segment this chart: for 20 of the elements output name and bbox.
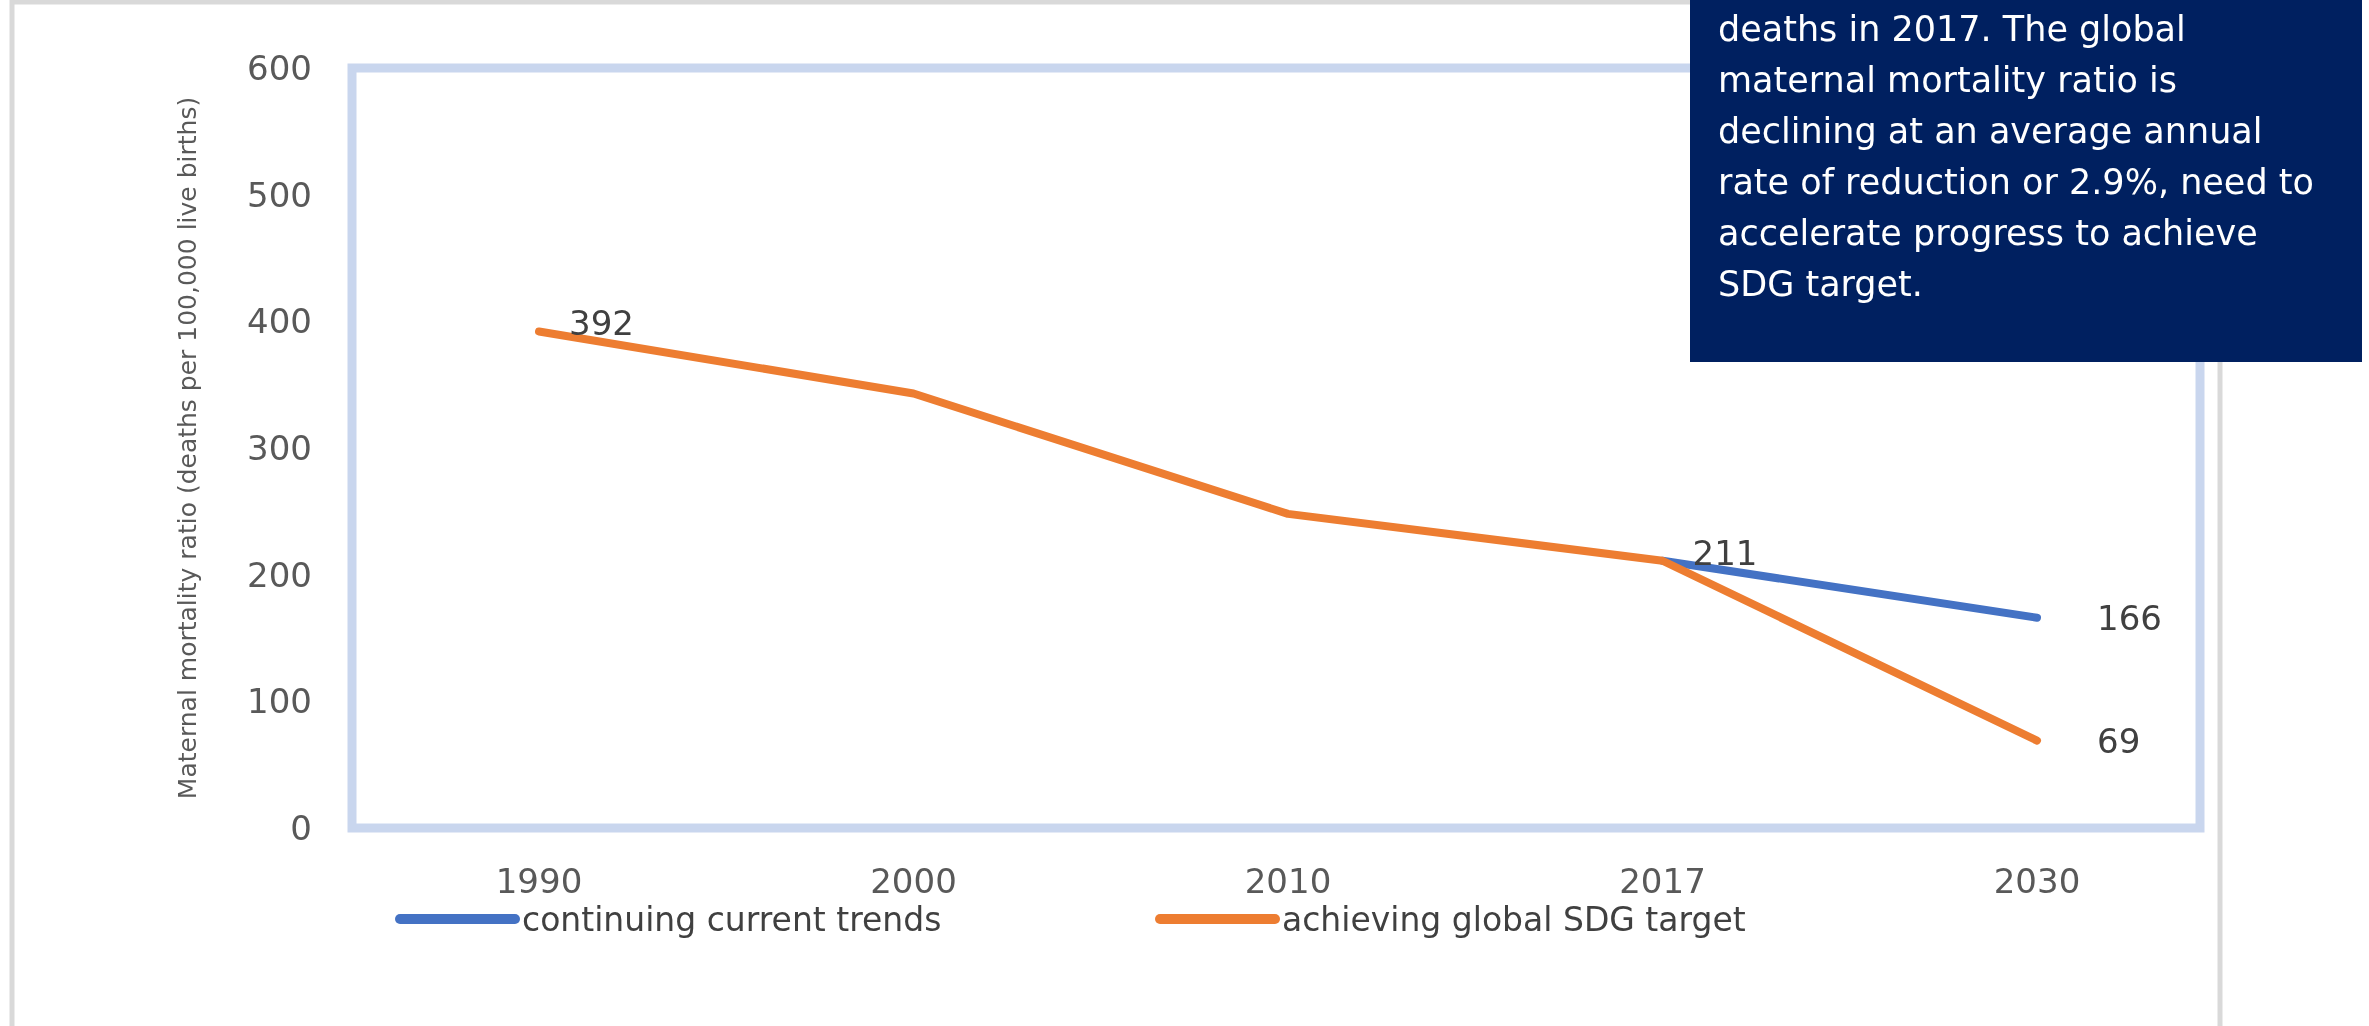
- data-label: 166: [2097, 597, 2162, 638]
- x-tick-label: 2000: [870, 861, 957, 901]
- y-tick-label: 0: [290, 807, 312, 848]
- y-axis-title: Maternal mortality ratio (deaths per 100,000 live births): [173, 96, 202, 800]
- x-tick-label: 2010: [1244, 861, 1332, 901]
- y-tick-label: 300: [247, 427, 312, 468]
- data-label: 211: [1692, 532, 1758, 573]
- y-tick-label: 500: [247, 174, 312, 215]
- data-label: 392: [569, 303, 634, 344]
- legend-label: continuing current trends: [522, 899, 942, 939]
- x-tick-label: 2030: [1993, 861, 2081, 901]
- data-label: 69: [2097, 720, 2141, 761]
- y-tick-label: 200: [247, 554, 312, 595]
- y-tick-label: 600: [247, 47, 312, 88]
- annotation: deaths in 2017. The global maternal mortality ratio is declining at an average annual rate of reduction or 2.9%, need to accelerate progress to achieve SDG target.: [1690, 0, 2362, 362]
- x-tick-label: 2017: [1619, 861, 1706, 901]
- x-tick-label: 1990: [495, 861, 583, 901]
- y-tick-label: 100: [247, 681, 312, 722]
- y-tick-label: 400: [247, 301, 312, 342]
- legend-label: achieving global SDG target: [1282, 899, 1746, 939]
